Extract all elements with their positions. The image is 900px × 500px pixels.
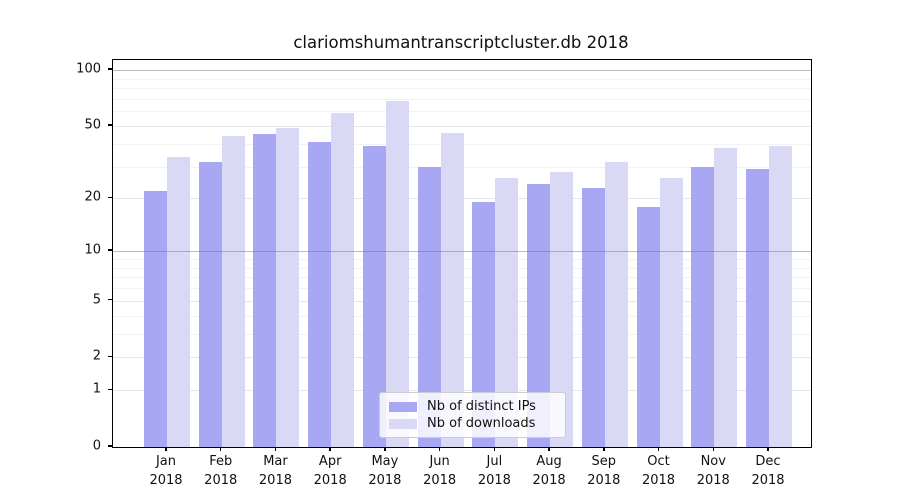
x-tick-label-apr: Apr 2018 bbox=[313, 454, 347, 488]
bar-downloads-mar bbox=[276, 127, 300, 447]
x-tick-label-jan: Jan 2018 bbox=[149, 454, 183, 488]
x-tick-label-sep: Sep 2018 bbox=[587, 454, 621, 488]
x-tick-mark-apr bbox=[329, 446, 331, 451]
bar-downloads-aug bbox=[550, 172, 574, 447]
bar-downloads-jul bbox=[495, 177, 519, 447]
y-tick-label-0: 0 bbox=[92, 438, 101, 454]
y-tick-mark-0 bbox=[108, 445, 113, 447]
x-tick-label-dec: Dec 2018 bbox=[751, 454, 785, 488]
bar-distinct-ips-mar bbox=[253, 134, 277, 447]
y-tick-mark-50 bbox=[108, 124, 113, 126]
x-tick-mark-nov bbox=[712, 446, 715, 451]
y-tick-mark-20 bbox=[108, 196, 113, 199]
x-tick-mark-aug bbox=[548, 446, 550, 451]
legend-label-downloads: Nb of downloads bbox=[427, 416, 536, 431]
bar-downloads-dec bbox=[768, 145, 792, 447]
legend-swatch-distinct-ips-icon bbox=[389, 401, 417, 412]
gridline-10 bbox=[113, 251, 811, 253]
bar-distinct-ips-jul bbox=[472, 202, 496, 447]
x-tick-mark-sep bbox=[603, 446, 605, 451]
x-tick-mark-jan bbox=[165, 446, 167, 451]
legend-item-downloads: Nb of downloads bbox=[389, 416, 556, 431]
x-tick-label-jul: Jul 2018 bbox=[477, 454, 511, 488]
bar-distinct-ips-sep bbox=[581, 187, 605, 447]
gridline-80 bbox=[113, 88, 811, 90]
bar-downloads-apr bbox=[331, 112, 355, 447]
legend: Nb of distinct IPs Nb of downloads bbox=[379, 392, 566, 438]
bar-distinct-ips-feb bbox=[198, 161, 222, 447]
x-tick-label-mar: Mar 2018 bbox=[258, 454, 292, 488]
y-tick-label-2: 2 bbox=[92, 348, 101, 364]
gridline-50 bbox=[113, 125, 811, 127]
y-tick-mark-2 bbox=[108, 355, 113, 358]
gridline-70 bbox=[113, 98, 811, 100]
bar-downloads-jun bbox=[440, 132, 464, 447]
bar-downloads-sep bbox=[604, 161, 628, 447]
y-axis: 0 1 2 5 10 20 50 100 bbox=[0, 59, 113, 454]
y-tick-mark-10 bbox=[108, 249, 113, 251]
legend-label-distinct-ips: Nb of distinct IPs bbox=[427, 399, 536, 414]
x-tick-label-nov: Nov 2018 bbox=[696, 454, 730, 488]
x-tick-mark-feb bbox=[219, 446, 222, 451]
bar-downloads-nov bbox=[714, 147, 738, 447]
chart-title: clariomshumantranscriptcluster.db 2018 bbox=[293, 33, 629, 52]
x-tick-mark-dec bbox=[767, 446, 769, 451]
y-tick-mark-1 bbox=[108, 388, 113, 391]
bar-distinct-ips-jun bbox=[417, 166, 441, 447]
bar-distinct-ips-jan bbox=[144, 191, 167, 447]
gridline-60 bbox=[113, 111, 811, 113]
bar-distinct-ips-dec bbox=[745, 169, 769, 447]
bar-distinct-ips-apr bbox=[308, 141, 332, 447]
y-tick-label-1: 1 bbox=[92, 381, 101, 397]
y-tick-mark-100 bbox=[108, 68, 113, 70]
y-tick-label-20: 20 bbox=[84, 189, 101, 205]
x-axis: Jan 2018 Feb 2018 Mar 2018 Apr 2018 May 2018… bbox=[112, 446, 810, 500]
x-tick-mark-oct bbox=[657, 446, 660, 451]
y-tick-label-100: 100 bbox=[76, 61, 101, 77]
y-tick-label-50: 50 bbox=[84, 117, 101, 133]
x-tick-mark-may bbox=[384, 446, 386, 451]
x-tick-label-oct: Oct 2018 bbox=[641, 454, 676, 488]
x-tick-mark-jun bbox=[438, 446, 441, 451]
bar-distinct-ips-oct bbox=[636, 206, 660, 447]
bar-distinct-ips-may bbox=[362, 145, 386, 447]
y-tick-label-5: 5 bbox=[92, 292, 101, 308]
plot-area: Nb of distinct IPs Nb of downloads bbox=[112, 59, 812, 448]
bar-downloads-oct bbox=[659, 177, 683, 447]
x-tick-label-may: May 2018 bbox=[368, 454, 402, 488]
x-tick-label-feb: Feb 2018 bbox=[204, 454, 238, 488]
x-tick-mark-mar bbox=[274, 446, 277, 451]
bar-distinct-ips-aug bbox=[527, 184, 551, 447]
gridline-90 bbox=[113, 78, 811, 80]
x-tick-label-aug: Aug 2018 bbox=[532, 454, 566, 488]
bar-downloads-feb bbox=[221, 136, 245, 447]
y-tick-mark-5 bbox=[108, 298, 113, 301]
x-tick-mark-jul bbox=[493, 446, 496, 451]
legend-swatch-downloads-icon bbox=[389, 418, 417, 429]
y-tick-label-10: 10 bbox=[84, 242, 101, 258]
x-tick-label-jun: Jun 2018 bbox=[423, 454, 457, 488]
legend-item-distinct-ips: Nb of distinct IPs bbox=[389, 399, 556, 414]
gridline-100 bbox=[113, 70, 811, 72]
bar-downloads-may bbox=[385, 101, 409, 447]
bar-downloads-jan bbox=[167, 156, 190, 447]
bar-distinct-ips-nov bbox=[691, 166, 715, 447]
